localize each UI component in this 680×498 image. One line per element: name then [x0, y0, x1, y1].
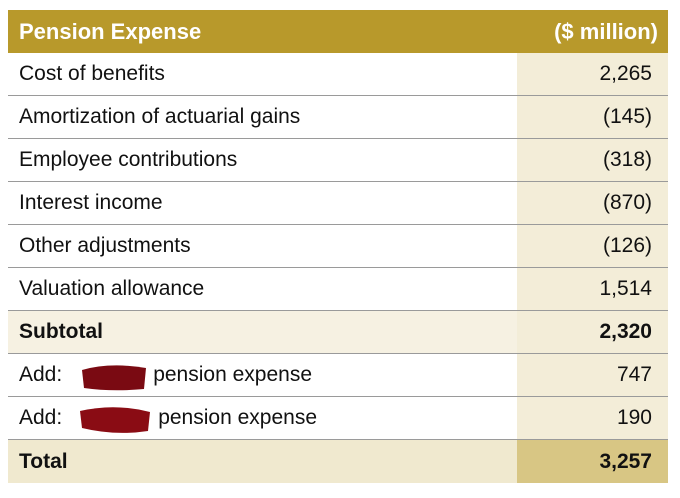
row-value: 747: [517, 354, 668, 396]
table-row: Add: pension expense 190: [8, 397, 668, 440]
row-value: (318): [517, 139, 668, 181]
row-label: Cost of benefits: [19, 62, 165, 85]
row-label: Interest income: [19, 191, 163, 214]
header-row: Pension Expense ($ million): [8, 10, 668, 53]
row-value: (126): [517, 225, 668, 267]
table-row: Total 3,257: [8, 440, 668, 483]
table-row: Amortization of actuarial gains (145): [8, 96, 668, 139]
table-row: Subtotal 2,320: [8, 311, 668, 354]
label-prefix: Add:: [19, 406, 63, 429]
header-unit: ($ million): [554, 18, 658, 44]
row-label: Add: pension expense: [8, 397, 517, 439]
row-value: 190: [517, 397, 668, 439]
row-label: Amortization of actuarial gains: [19, 105, 301, 128]
row-label: Total: [8, 440, 517, 483]
row-label: Other adjustments: [19, 234, 191, 257]
table-row: Interest income (870): [8, 182, 668, 225]
row-value: 2,320: [517, 311, 668, 353]
table-row: Add: pension expense 747: [8, 354, 668, 397]
row-value: 1,514: [517, 268, 668, 310]
label-suffix: pension expense: [158, 406, 317, 429]
row-label: Subtotal: [8, 311, 517, 353]
row-value: (145): [517, 96, 668, 138]
table-row: Cost of benefits 2,265: [8, 53, 668, 96]
row-value: 3,257: [517, 440, 668, 483]
header-label: Pension Expense: [19, 18, 202, 44]
row-value: 2,265: [517, 53, 668, 95]
label-suffix: pension expense: [153, 363, 312, 386]
table-row: Valuation allowance 1,514: [8, 268, 668, 311]
table-row: Employee contributions (318): [8, 139, 668, 182]
label-prefix: Add:: [19, 363, 63, 386]
row-label: Employee contributions: [19, 148, 238, 171]
row-label: Add: pension expense: [8, 354, 517, 396]
pension-table: Pension Expense ($ million) Cost of benefi…: [8, 10, 668, 483]
row-label: Valuation allowance: [19, 277, 205, 300]
table-row: Other adjustments (126): [8, 225, 668, 268]
row-value: (870): [517, 182, 668, 224]
